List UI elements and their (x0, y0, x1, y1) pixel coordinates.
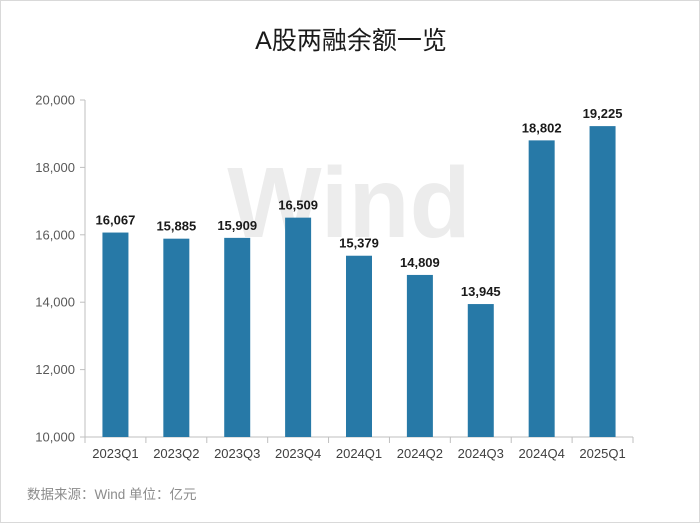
bar-series: 16,067 15,885 15,909 16,509 15,379 14,809 13,9… (96, 106, 623, 438)
data-label-2024Q1: 15,379 (339, 236, 379, 251)
watermark: Wind (227, 147, 470, 259)
data-label-2023Q4: 16,509 (278, 198, 318, 213)
bar-2024Q3 (467, 304, 494, 437)
x-tick-label-2025Q1: 2025Q1 (579, 446, 625, 461)
data-label-2025Q1: 19,225 (583, 106, 623, 121)
x-tick-label-2023Q3: 2023Q3 (214, 446, 260, 461)
y-tick-label: 14,000 (35, 295, 75, 310)
source-note: 数据来源：Wind 单位：亿元 (27, 487, 197, 502)
y-tick-label: 12,000 (35, 362, 75, 377)
bar-2024Q4 (528, 140, 555, 437)
data-label-2024Q2: 14,809 (400, 255, 440, 270)
bar-2024Q1 (346, 255, 372, 437)
y-tick-label: 18,000 (35, 160, 75, 175)
x-tick-label-2024Q4: 2024Q4 (519, 446, 565, 461)
chart-title: A股两融余额一览 (255, 27, 447, 55)
axes: 10,000 12,000 14,000 16,000 18,000 20,000 2023… (35, 93, 634, 461)
bar-2023Q2 (163, 238, 190, 437)
x-tick-label-2024Q2: 2024Q2 (397, 446, 443, 461)
data-label-2023Q1: 16,067 (96, 213, 136, 228)
x-tick-label-2023Q2: 2023Q2 (153, 446, 199, 461)
data-label-2023Q2: 15,885 (156, 219, 196, 234)
bar-2023Q4 (285, 217, 312, 437)
bar-2023Q1 (102, 232, 129, 437)
y-tick-label: 20,000 (35, 93, 75, 108)
bar-2025Q1 (589, 126, 616, 438)
x-tick-label-2024Q3: 2024Q3 (458, 446, 504, 461)
data-label-2024Q4: 18,802 (522, 120, 562, 135)
data-label-2023Q3: 15,909 (217, 218, 257, 233)
bar-2024Q2 (406, 274, 433, 437)
y-tick-label: 10,000 (35, 430, 75, 445)
x-tick-label-2023Q1: 2023Q1 (92, 446, 138, 461)
x-tick-label-2023Q4: 2023Q4 (275, 446, 321, 461)
y-tick-label: 16,000 (35, 227, 75, 242)
x-tick-label-2024Q1: 2024Q1 (336, 446, 382, 461)
data-label-2024Q3: 13,945 (461, 284, 501, 299)
bar-2023Q3 (224, 237, 251, 437)
